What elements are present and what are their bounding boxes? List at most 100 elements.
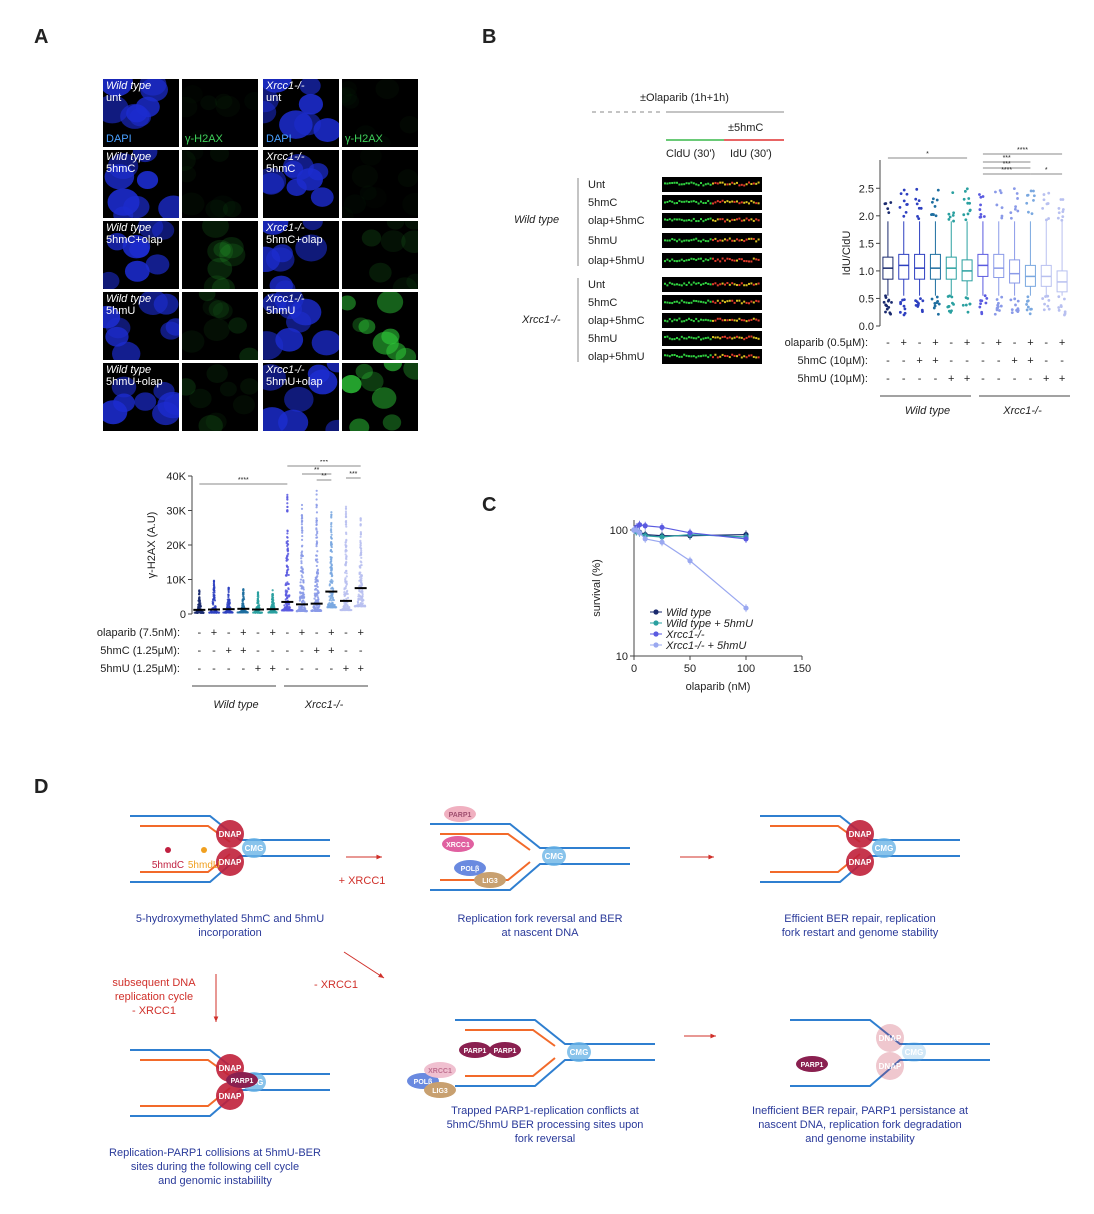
nucleus-blob bbox=[310, 187, 334, 207]
scatter-point bbox=[302, 592, 305, 596]
scatter-point bbox=[328, 605, 331, 608]
nucleus-blob bbox=[274, 292, 304, 312]
outlier-point bbox=[884, 310, 887, 314]
condition-value: - bbox=[344, 645, 348, 657]
scatter-point bbox=[345, 521, 348, 524]
fiber-dot bbox=[680, 299, 683, 302]
fiber-dot bbox=[709, 257, 712, 260]
fiber-dot bbox=[740, 219, 743, 222]
outlier-point bbox=[1025, 299, 1029, 303]
scatter-point bbox=[227, 587, 230, 590]
fiber-dot bbox=[678, 355, 681, 358]
h2ax-signal bbox=[212, 302, 233, 320]
significance-label: ** bbox=[314, 467, 320, 474]
fiber-dot bbox=[752, 182, 755, 185]
fiber-dot bbox=[683, 301, 686, 304]
h2ax-signal bbox=[222, 201, 242, 218]
outlier-point bbox=[1015, 192, 1019, 195]
step1-caption: 5-hydroxymethylated 5hmC and 5hmU incorpo… bbox=[136, 913, 324, 939]
fiber-dot bbox=[755, 299, 758, 302]
nucleus-blob bbox=[284, 386, 314, 412]
scatter-point bbox=[343, 592, 347, 596]
outlier-point bbox=[968, 209, 972, 213]
outlier-point bbox=[1061, 198, 1065, 201]
micrograph-genotype: Wild type bbox=[106, 151, 152, 163]
outlier-point bbox=[914, 197, 918, 201]
fiber-dot bbox=[685, 219, 688, 222]
arrow-down-head bbox=[213, 1016, 219, 1022]
fiber-dot bbox=[719, 260, 722, 263]
scatter-point bbox=[287, 552, 290, 555]
arrow-minus-xrcc1-head bbox=[378, 973, 384, 978]
fiber-dot bbox=[757, 181, 760, 184]
h2ax-channel-label: γ-H2AX bbox=[345, 133, 383, 145]
step2-caption: Replication fork reversal and BER at nasc… bbox=[457, 913, 622, 939]
fiber-dot bbox=[692, 258, 695, 261]
outlier-point bbox=[1057, 295, 1061, 299]
condition-value: + bbox=[328, 645, 334, 657]
group-label: Wild type bbox=[213, 699, 258, 711]
h2ax-signal bbox=[372, 331, 399, 355]
scatter-point bbox=[316, 585, 319, 589]
nucleus-blob bbox=[286, 178, 307, 196]
fiber-dot bbox=[728, 336, 731, 339]
condition-value: + bbox=[1027, 337, 1033, 349]
fiber-dot bbox=[702, 282, 705, 285]
protein-bubble bbox=[444, 806, 476, 822]
scatter-point bbox=[347, 607, 350, 610]
outlier-point bbox=[1063, 310, 1067, 314]
scatter-point bbox=[344, 548, 348, 551]
fiber-dot bbox=[714, 336, 717, 339]
scatter-point bbox=[330, 558, 333, 561]
protein-label: XRCC1 bbox=[428, 1068, 452, 1075]
fiber-dot bbox=[740, 239, 743, 242]
outlier-point bbox=[1009, 216, 1013, 220]
fiber-dot bbox=[738, 258, 741, 261]
scatter-point bbox=[300, 517, 303, 520]
fiber-dot bbox=[757, 300, 760, 303]
fiber-dot bbox=[673, 202, 676, 205]
fiber-dot bbox=[712, 219, 714, 222]
fiber-dot bbox=[757, 319, 760, 322]
scatter-point bbox=[256, 601, 259, 605]
scatter-point bbox=[301, 596, 304, 599]
outlier-point bbox=[1042, 198, 1046, 202]
fiber-dot bbox=[724, 354, 726, 357]
fiber-dot bbox=[750, 260, 753, 263]
5hmdc-label: 5hmdC bbox=[152, 860, 184, 871]
condition-value: - bbox=[359, 645, 363, 657]
outlier-point bbox=[916, 305, 920, 308]
fiber-dot bbox=[750, 282, 753, 285]
caption-line: sites during the following cell cycle bbox=[131, 1161, 299, 1173]
outlier-point bbox=[1013, 207, 1017, 211]
nucleus-blob bbox=[263, 167, 287, 194]
scatter-point bbox=[316, 589, 319, 592]
outlier-point bbox=[916, 215, 919, 218]
outlier-point bbox=[1047, 217, 1050, 220]
micrograph-genotype: Xrcc1-/- bbox=[266, 151, 305, 163]
fiber-dot bbox=[695, 282, 698, 285]
condition-value: + bbox=[932, 337, 938, 349]
condition-value: - bbox=[300, 645, 304, 657]
fiber-dot bbox=[692, 337, 695, 340]
h2ax-signal bbox=[219, 236, 244, 259]
fiber-dot bbox=[664, 239, 666, 242]
scatter-point bbox=[316, 558, 319, 561]
fiber-dot bbox=[740, 336, 743, 339]
h2ax-signal bbox=[375, 79, 399, 99]
scatter-point bbox=[286, 604, 289, 607]
fiber-image bbox=[662, 331, 762, 346]
outlier-point bbox=[933, 304, 937, 308]
fiber-dot bbox=[740, 282, 743, 285]
fiber-image bbox=[662, 253, 762, 268]
outlier-point bbox=[999, 304, 1003, 308]
scatter-point bbox=[357, 593, 360, 596]
fiber-dot bbox=[704, 318, 707, 321]
outlier-point bbox=[1032, 194, 1036, 198]
nucleus-blob bbox=[120, 103, 150, 129]
outlier-point bbox=[1045, 202, 1049, 206]
nucleus-blob bbox=[307, 163, 329, 181]
fiber-dot bbox=[697, 282, 700, 285]
condition-value: + bbox=[240, 627, 246, 639]
